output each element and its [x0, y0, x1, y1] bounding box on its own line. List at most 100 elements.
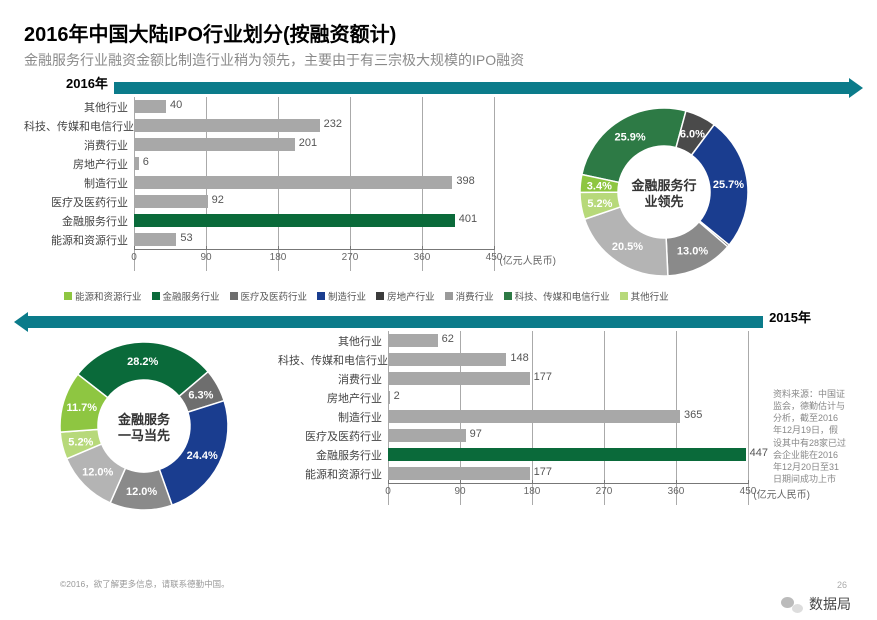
legend-item: 科技、传媒和电信行业: [504, 289, 610, 303]
bar-row: 制造行业398: [24, 173, 514, 192]
axis-tick: 450: [486, 252, 503, 263]
bar-row: 消费行业177: [278, 369, 768, 388]
axis-tick: 180: [270, 252, 287, 263]
legend-item: 能源和资源行业: [64, 289, 142, 303]
bar-chart-2015: 其他行业62科技、传媒和电信行业148消费行业177房地产行业2制造行业365医…: [278, 331, 768, 505]
axis-unit-2015: (亿元人民币): [753, 486, 810, 501]
wechat-icon: [781, 595, 803, 613]
donut-chart-2016: 25.9%6.0%25.7%13.0%20.5%5.2%3.4%金融服务行业领先: [544, 97, 804, 287]
legend-item: 医疗及医药行业: [230, 289, 308, 303]
bar: [134, 176, 452, 189]
legend-swatch: [445, 292, 453, 300]
bar-row: 消费行业201: [24, 135, 514, 154]
legend-item: 房地产行业: [376, 289, 435, 303]
bar-value: 177: [534, 466, 552, 478]
axis-tick: 360: [668, 486, 685, 497]
page-subtitle: 金融服务行业融资金额比制造行业稍为领先，主要由于有三宗极大规模的IPO融资: [24, 51, 853, 69]
page-number: 26: [837, 580, 847, 590]
bar-category: 金融服务行业: [278, 447, 388, 463]
donut-slice-label: 12.0%: [82, 467, 113, 479]
legend-swatch: [504, 292, 512, 300]
bar: [388, 429, 466, 442]
axis-tick: 90: [454, 486, 465, 497]
legend-item: 金融服务行业: [152, 289, 220, 303]
section-2015: 28.2%6.3%24.4%12.0%12.0%5.2%11.7%金融服务一马当…: [24, 331, 853, 527]
donut-center-label: 金融服务一马当先: [102, 412, 186, 445]
donut-slice-label: 6.3%: [188, 390, 213, 402]
bar: [134, 157, 139, 170]
axis-tick: 180: [524, 486, 541, 497]
bar-row: 其他行业62: [278, 331, 768, 350]
bar-row: 医疗及医药行业92: [24, 192, 514, 211]
legend-swatch: [64, 292, 72, 300]
bar-category: 制造行业: [24, 175, 134, 191]
section-2016: 其他行业40科技、传媒和电信行业232消费行业201房地产行业6制造行业398医…: [24, 97, 853, 287]
donut-slice-label: 3.4%: [587, 181, 612, 193]
bar-category: 其他行业: [278, 333, 388, 349]
bar-value: 6: [143, 156, 149, 168]
donut-slice-label: 13.0%: [677, 246, 708, 258]
bar-value: 53: [180, 232, 192, 244]
bar-value: 148: [510, 352, 528, 364]
year-banner-2015: 2015年: [24, 309, 853, 327]
legend-label: 其他行业: [631, 289, 669, 303]
legend-swatch: [317, 292, 325, 300]
bar-category: 能源和资源行业: [278, 466, 388, 482]
donut-slice-label: 24.4%: [187, 450, 218, 462]
bar-row: 能源和资源行业 177: [278, 464, 768, 483]
bar-category: 科技、传媒和电信行业: [24, 118, 134, 134]
bar-category: 能源和资源行业: [24, 232, 134, 248]
bar-value: 401: [459, 213, 477, 225]
bar-category: 医疗及医药行业: [24, 194, 134, 210]
brand-label: 数据局: [809, 594, 851, 614]
bar-value: 232: [324, 118, 342, 130]
donut-slice-label: 11.7%: [67, 402, 98, 414]
bar-category: 房地产行业: [24, 156, 134, 172]
legend-item: 制造行业: [317, 289, 366, 303]
axis-tick: 0: [385, 486, 391, 497]
bar-value: 2: [394, 390, 400, 402]
legend-label: 医疗及医药行业: [241, 289, 308, 303]
legend-2016: 能源和资源行业金融服务行业 医疗及医药行业 制造行业 房地产行业 消费行业 科技、传媒和电…: [64, 289, 853, 303]
bar-row: 房地产行业 2: [278, 388, 768, 407]
bar: [134, 195, 208, 208]
donut-slice-label: 20.5%: [612, 241, 643, 253]
bar: [388, 391, 390, 404]
legend-swatch: [152, 292, 160, 300]
axis-tick: 90: [200, 252, 211, 263]
bar-row: 科技、传媒和电信行业 232: [24, 116, 514, 135]
page-title: 2016年中国大陆IPO行业划分(按融资额计): [24, 18, 853, 47]
donut-slice-label: 5.2%: [68, 436, 93, 448]
bar-category: 房地产行业: [278, 390, 388, 406]
year-banner-2016: 2016年: [24, 75, 853, 93]
bar-row: 金融服务行业 401: [24, 211, 514, 230]
legend-item: 其他行业: [620, 289, 669, 303]
bar: [134, 100, 166, 113]
bar: [134, 138, 295, 151]
bar-value: 40: [170, 99, 182, 111]
donut-slice-label: 5.2%: [587, 198, 612, 210]
bar-value: 447: [750, 447, 768, 459]
legend-label: 房地产行业: [387, 289, 435, 303]
bar-category: 金融服务行业: [24, 213, 134, 229]
legend-label: 能源和资源行业: [75, 289, 142, 303]
legend-label: 科技、传媒和电信行业: [515, 289, 610, 303]
legend-swatch: [230, 292, 238, 300]
bar: [388, 334, 438, 347]
bar-row: 其他行业40: [24, 97, 514, 116]
bar-value: 177: [534, 371, 552, 383]
legend-label: 制造行业: [328, 289, 366, 303]
bar: [134, 233, 176, 246]
bar: [388, 448, 746, 461]
bar: [388, 467, 530, 480]
bar-value: 97: [470, 428, 482, 440]
axis-tick: 450: [740, 486, 757, 497]
year-label-2015: 2015年: [765, 307, 815, 326]
legend-label: 消费行业: [456, 289, 494, 303]
copyright: ©2016，欲了解更多信息，请联系德勤中国。: [60, 578, 230, 590]
legend-swatch: [620, 292, 628, 300]
bar-row: 科技、传媒和电信行业148: [278, 350, 768, 369]
bar-chart-2016: 其他行业40科技、传媒和电信行业232消费行业201房地产行业6制造行业398医…: [24, 97, 514, 271]
axis-tick: 360: [414, 252, 431, 263]
bar-row: 能源和资源行业 53: [24, 230, 514, 249]
